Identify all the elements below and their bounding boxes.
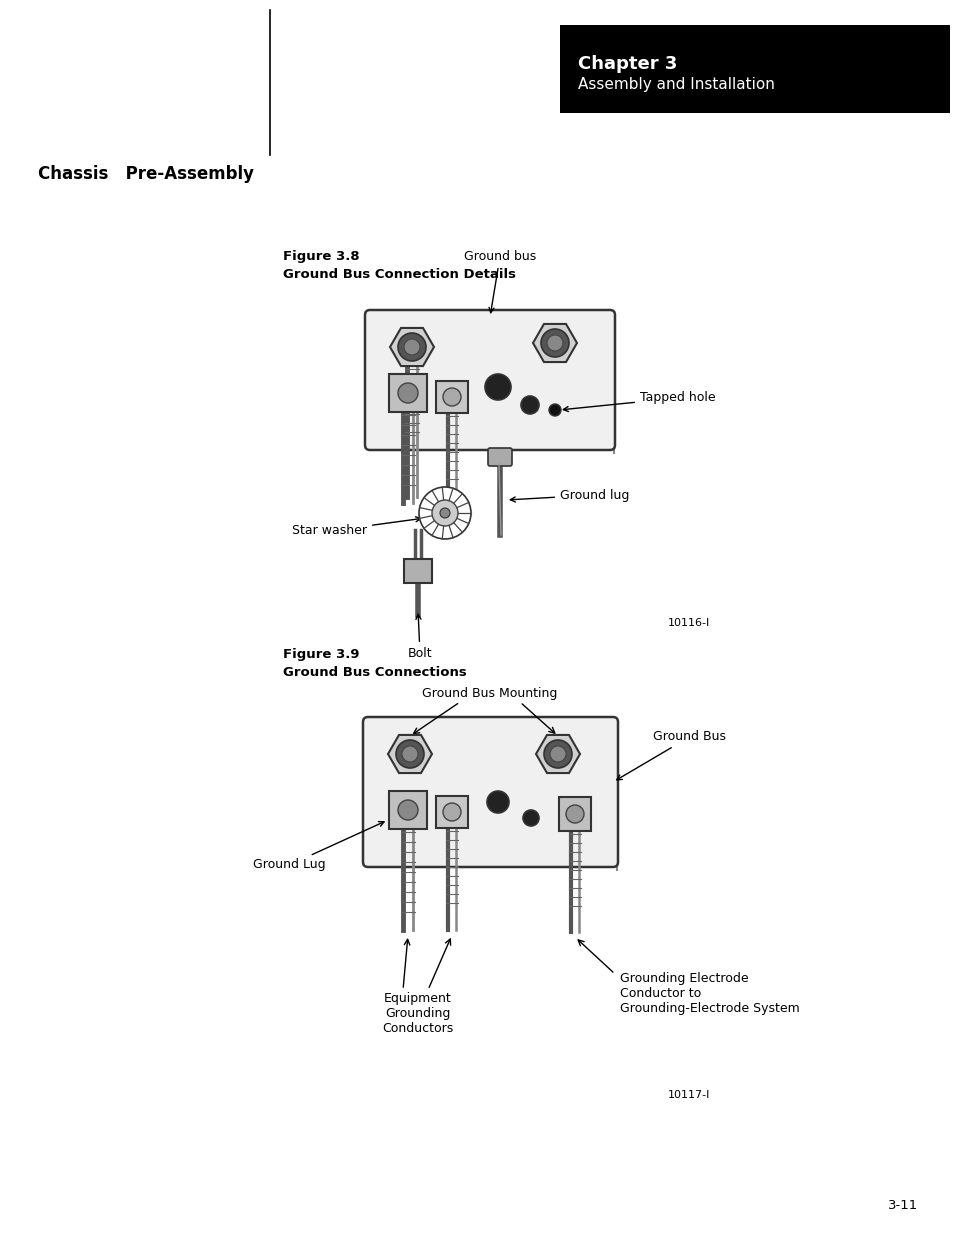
Circle shape [439,508,450,517]
Circle shape [543,740,572,768]
Text: Equipment
Grounding
Conductors: Equipment Grounding Conductors [382,992,453,1035]
Text: Figure 3.8: Figure 3.8 [283,249,359,263]
Text: Ground Bus Mounting: Ground Bus Mounting [422,687,558,700]
Circle shape [548,404,560,416]
Text: Figure 3.9: Figure 3.9 [283,648,359,661]
Bar [559,25,949,112]
Text: Ground bus: Ground bus [463,249,536,312]
Circle shape [397,800,417,820]
Circle shape [442,388,460,406]
FancyBboxPatch shape [436,797,468,827]
FancyBboxPatch shape [558,797,590,831]
Circle shape [442,803,460,821]
Circle shape [397,333,426,361]
Text: 10117-I: 10117-I [667,1091,709,1100]
Text: Grounding Electrode
Conductor to
Grounding-Electrode System: Grounding Electrode Conductor to Groundi… [619,972,799,1015]
Text: Ground lug: Ground lug [510,489,629,501]
Circle shape [540,329,568,357]
FancyBboxPatch shape [488,448,512,466]
Text: Ground Lug: Ground Lug [253,821,384,872]
FancyBboxPatch shape [365,310,615,450]
Text: Chassis   Pre-Assembly: Chassis Pre-Assembly [38,165,253,183]
Text: Assembly and Installation: Assembly and Installation [578,77,774,91]
Circle shape [522,810,538,826]
Text: Star washer: Star washer [292,516,420,537]
Circle shape [401,746,417,762]
Circle shape [565,805,583,823]
FancyBboxPatch shape [389,374,427,412]
Circle shape [486,790,509,813]
Circle shape [520,396,538,414]
Circle shape [550,746,565,762]
FancyBboxPatch shape [403,559,432,583]
Text: 3-11: 3-11 [887,1199,917,1212]
Text: Ground Bus Connections: Ground Bus Connections [283,666,466,679]
Circle shape [418,487,471,538]
FancyBboxPatch shape [436,382,468,412]
Text: 10116-I: 10116-I [667,618,709,629]
Text: Chapter 3: Chapter 3 [578,56,677,73]
Text: Ground Bus Connection Details: Ground Bus Connection Details [283,268,516,282]
FancyBboxPatch shape [363,718,618,867]
Circle shape [395,740,423,768]
Circle shape [484,374,511,400]
Circle shape [432,500,457,526]
Text: Bolt: Bolt [407,614,432,659]
Text: Ground Bus: Ground Bus [616,730,725,779]
Circle shape [403,338,419,354]
Text: Tapped hole: Tapped hole [562,391,715,411]
FancyBboxPatch shape [389,790,427,829]
Circle shape [546,335,562,351]
Circle shape [397,383,417,403]
